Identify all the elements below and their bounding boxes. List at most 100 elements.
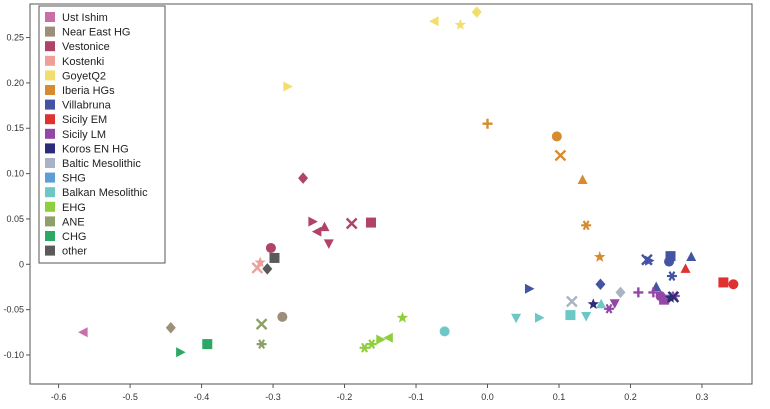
data-point [596,298,607,309]
x-tick-label: -0.1 [408,392,424,402]
data-point [666,271,677,281]
legend-label: Balkan Mesolithic [62,187,148,199]
legend-label: Baltic Mesolithic [62,158,141,170]
data-point [587,298,600,310]
data-point [283,81,293,92]
data-point [323,239,334,249]
x-tick-label: -0.6 [51,392,67,402]
y-tick-label: 0.20 [6,78,24,88]
data-point [551,131,562,142]
data-point [376,334,386,345]
data-point [311,226,322,237]
data-point [202,339,213,350]
legend-swatch [45,99,55,110]
data-point [667,291,680,303]
legend-swatch [45,12,55,22]
legend-swatch [45,26,55,37]
data-point [359,342,370,353]
data-point [648,287,659,298]
data-point [439,326,450,337]
data-point [664,291,677,303]
data-point [454,18,467,30]
legend-label: Vestonice [62,41,110,53]
data-point [265,242,276,253]
data-point [254,256,266,268]
legend-label: Sicily LM [62,129,106,141]
y-tick-label: 0 [19,259,24,269]
x-tick-label: -0.3 [265,392,281,402]
data-point [365,217,376,228]
data-point [269,252,280,263]
data-point [251,262,264,274]
data-point [680,263,691,273]
legend-label: other [62,246,87,258]
x-axis: -0.6 -0.5 -0.4 -0.3 -0.2 -0.1 0.0 0.1 0.2 0.3 [51,384,708,402]
data-point [577,174,588,184]
data-point [633,287,644,298]
legend-label: Koros EN HG [62,143,129,155]
legend-label: SHG [62,173,86,185]
data-point [615,286,626,299]
data-point [396,311,409,323]
data-point [255,318,268,330]
data-point [511,313,522,324]
data-point [581,311,592,322]
y-tick-label: 0.15 [6,123,24,133]
y-tick-label: 0.05 [6,214,24,224]
data-point [277,311,288,322]
data-point [78,327,88,338]
data-point [604,303,615,314]
legend-swatch [45,231,55,241]
data-point [262,263,273,275]
legend-swatch [45,70,55,81]
data-point [581,220,592,231]
data-point [594,251,606,262]
x-tick-label: -0.5 [122,392,138,402]
data-point [429,16,439,27]
legend-label: ANE [62,216,85,228]
data-point [383,332,393,343]
legend-label: Villabruna [62,100,112,112]
legend-swatch [45,158,55,168]
x-tick-label: 0.3 [696,392,709,402]
legend-swatch [45,128,55,139]
legend-label: Kostenki [62,56,104,68]
y-tick-label: 0.10 [6,169,24,179]
legend-swatch [45,201,55,212]
data-point [165,322,176,334]
y-tick-label: -0.05 [3,305,24,315]
y-axis: -0.10 -0.05 0 0.05 0.10 0.15 0.20 0.25 [3,33,30,360]
data-point [482,118,493,129]
x-tick-label: 0.0 [481,392,494,402]
legend-label: Ust Ishim [62,12,108,24]
data-point [534,312,545,323]
data-point [176,347,186,358]
data-point [728,279,739,290]
data-point [366,339,377,349]
data-point [471,6,482,18]
x-tick-label: -0.2 [337,392,353,402]
data-point [609,299,620,309]
data-point [256,339,267,349]
legend-swatch [45,245,55,256]
data-point [524,283,535,294]
legend-swatch [45,55,55,66]
legend-label: Sicily EM [62,114,107,126]
data-point [686,251,697,262]
data-point [319,221,330,232]
legend-box [38,5,166,264]
data-point [345,217,358,230]
data-point [665,251,676,262]
legend-label: Iberia HGs [62,85,115,97]
legend-swatch [45,85,55,95]
data-point [566,295,578,308]
legend-label: EHG [62,202,86,214]
y-tick-label: -0.10 [3,350,24,360]
data-points [78,6,739,358]
legend-swatch [45,114,55,125]
data-point [595,278,606,290]
legend-label: CHG [62,231,86,243]
data-point [298,172,309,184]
legend-label: Near East HG [62,27,130,39]
